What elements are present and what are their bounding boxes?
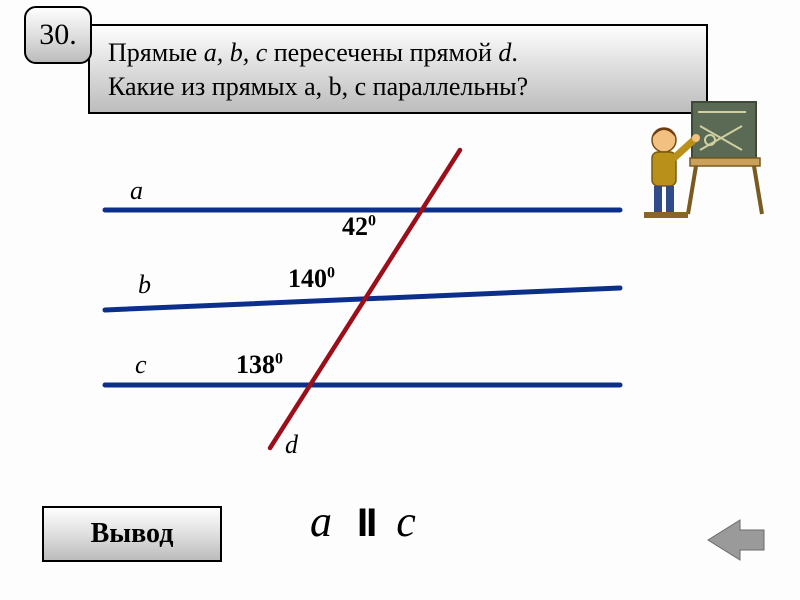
conclusion-a: a [310, 497, 336, 546]
output-label: Вывод [91, 518, 174, 549]
label-b: b [138, 270, 151, 300]
output-box[interactable]: Вывод [42, 506, 222, 562]
label-d: d [285, 430, 298, 460]
angle-at-b: 1400 [288, 264, 335, 294]
label-a: a [130, 176, 143, 206]
conclusion: a II c [310, 496, 420, 547]
nav-back-arrow-icon[interactable] [706, 516, 766, 564]
label-c: c [135, 350, 147, 380]
student-clipart-icon [638, 96, 768, 226]
angle-at-a: 420 [342, 212, 376, 242]
conclusion-c: c [396, 497, 420, 546]
angle-at-c: 1380 [236, 350, 283, 380]
parallel-symbol: II [351, 501, 381, 545]
